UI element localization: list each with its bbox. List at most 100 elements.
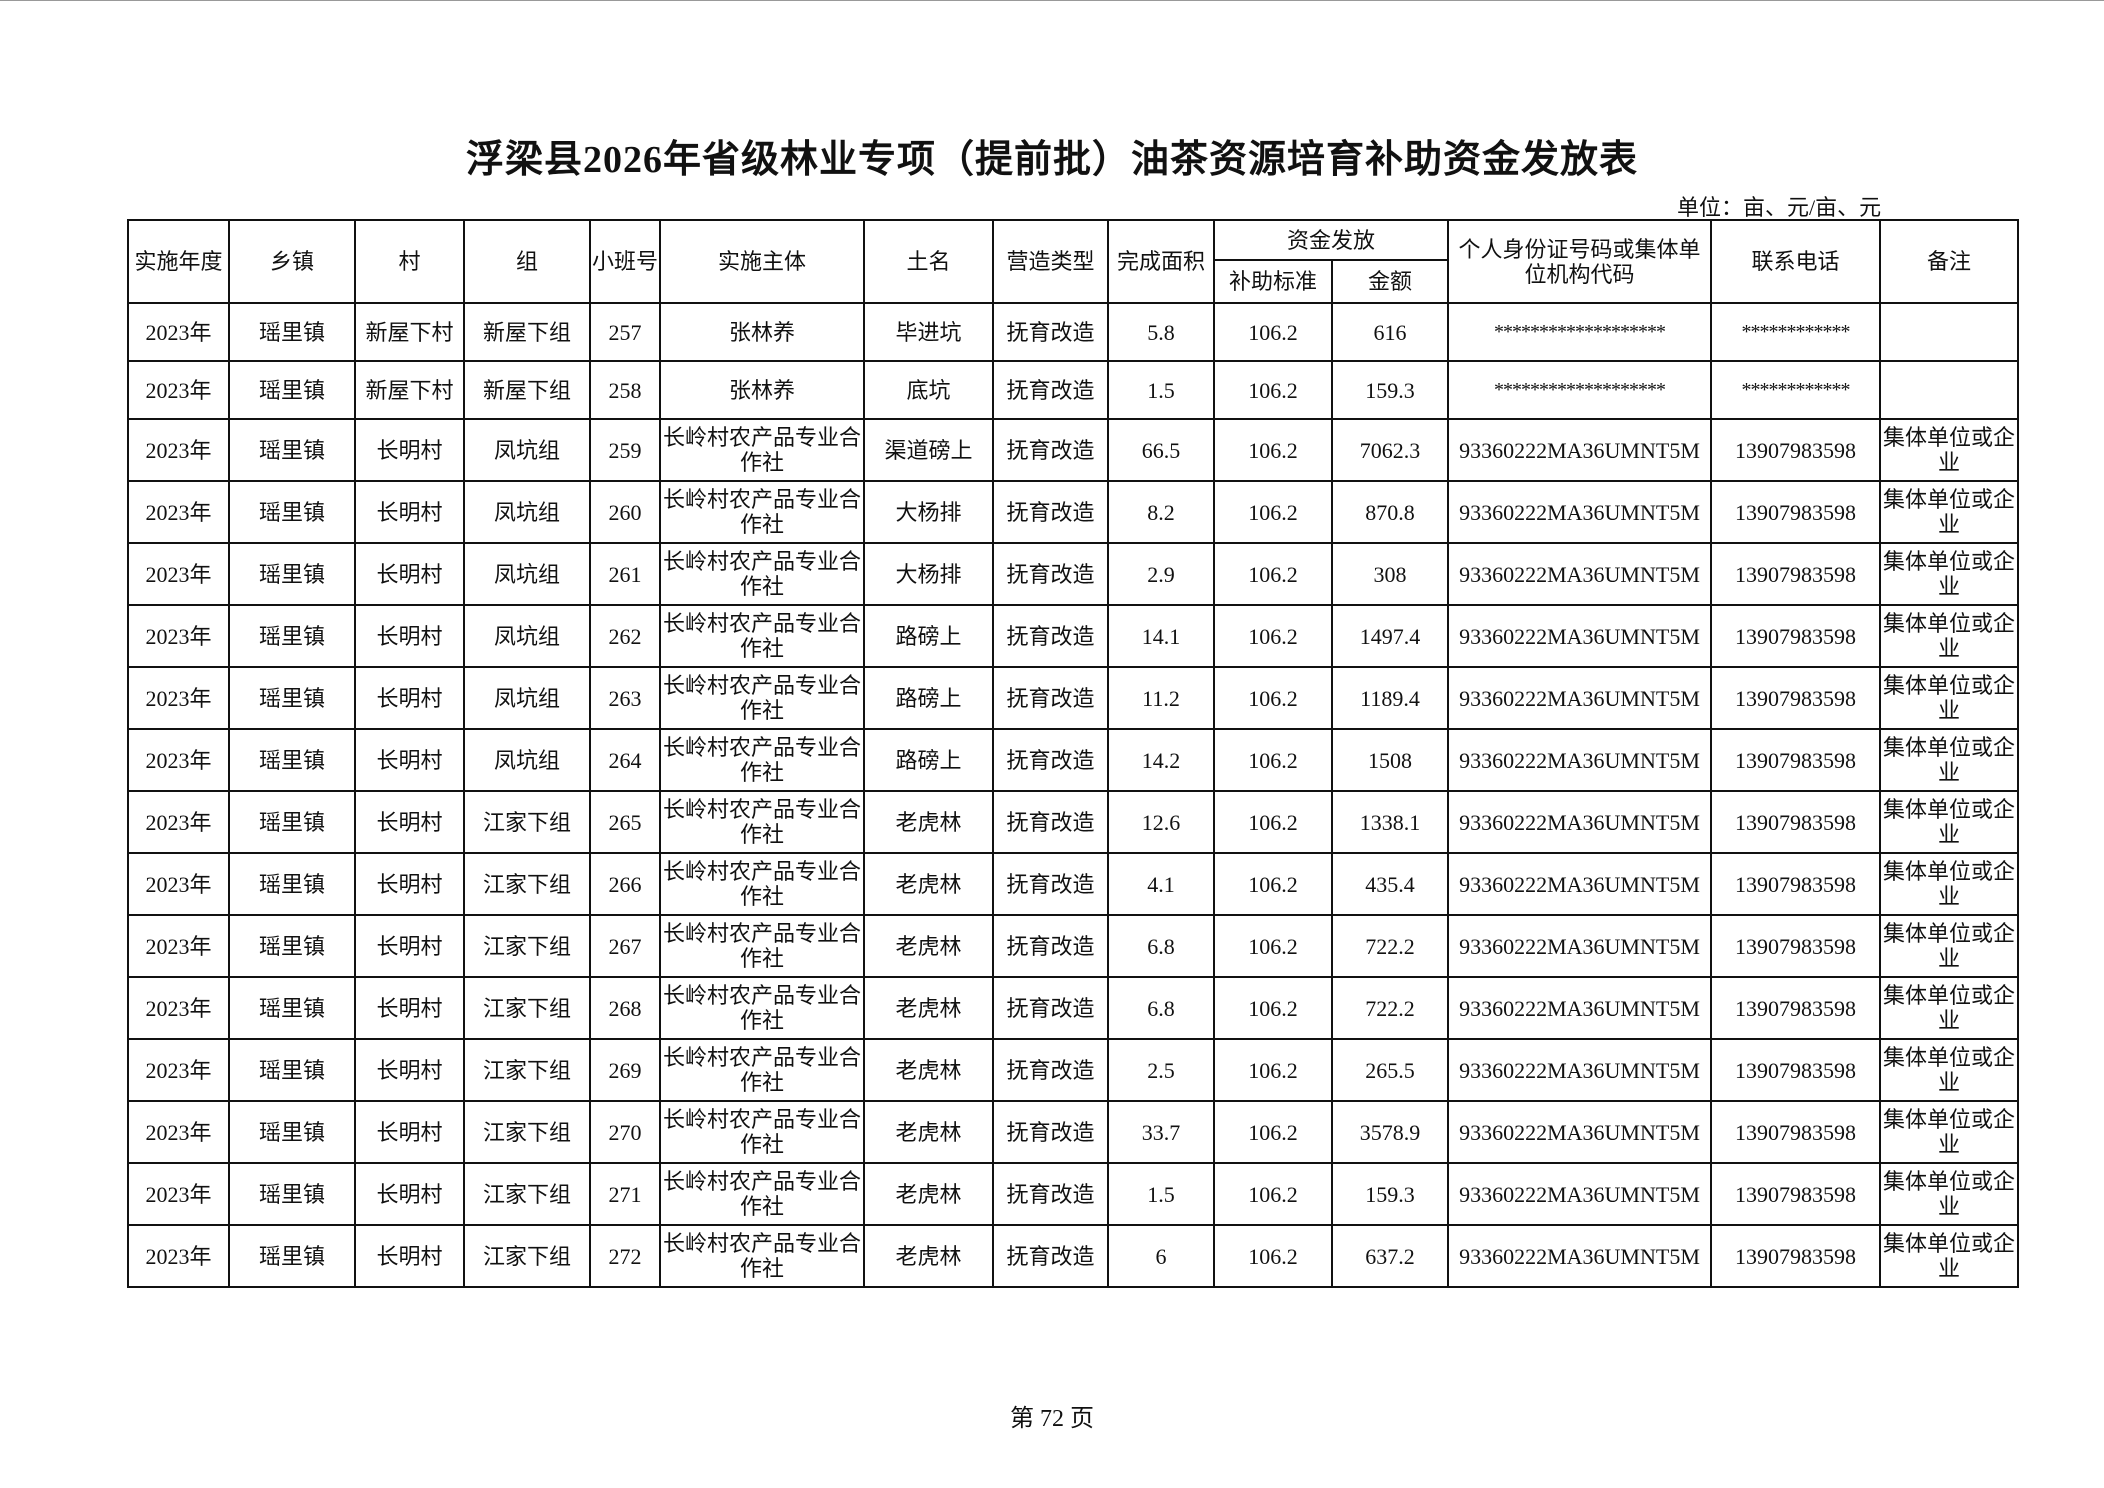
cell-amount: 722.2 [1331,976,1449,1040]
cell-plot: 260 [589,480,661,544]
table-row: 2023年 瑶里镇 长明村 江家下组 265 长岭村农产品专业合作社 老虎林 抚育改造 12.6… [127,790,2019,854]
cell-type: 抚育改造 [992,1224,1109,1288]
cell-type: 抚育改造 [992,976,1109,1040]
cell-village: 长明村 [354,914,465,978]
cell-group: 江家下组 [463,790,591,854]
cell-town: 瑶里镇 [228,1100,356,1164]
cell-town: 瑶里镇 [228,914,356,978]
cell-id: 93360222MA36UMNT5M [1447,1224,1712,1288]
cell-year: 2023年 [127,666,230,730]
cell-village: 长明村 [354,418,465,482]
cell-group: 凤坑组 [463,542,591,606]
header-area: 完成面积 [1107,219,1215,304]
cell-village: 长明村 [354,1224,465,1288]
cell-group: 江家下组 [463,976,591,1040]
cell-village: 长明村 [354,604,465,668]
cell-village: 长明村 [354,790,465,854]
cell-amount: 616 [1331,302,1449,362]
table-row: 2023年 瑶里镇 长明村 江家下组 269 长岭村农产品专业合作社 老虎林 抚育改造 2.5 1… [127,1038,2019,1102]
header-amount: 金额 [1331,259,1449,304]
cell-note: 集体单位或企业 [1879,790,2019,854]
header-standard: 补助标准 [1213,259,1333,304]
cell-id: 93360222MA36UMNT5M [1447,480,1712,544]
cell-area: 4.1 [1107,852,1215,916]
cell-village: 长明村 [354,666,465,730]
cell-id: ******************* [1447,360,1712,420]
cell-standard: 106.2 [1213,480,1333,544]
cell-town: 瑶里镇 [228,666,356,730]
cell-entity: 长岭村农产品专业合作社 [659,1038,865,1102]
cell-town: 瑶里镇 [228,604,356,668]
cell-entity: 长岭村农产品专业合作社 [659,604,865,668]
table-row: 2023年 瑶里镇 长明村 江家下组 270 长岭村农产品专业合作社 老虎林 抚育改造 33.7… [127,1100,2019,1164]
cell-entity: 长岭村农产品专业合作社 [659,852,865,916]
cell-year: 2023年 [127,1038,230,1102]
cell-amount: 1497.4 [1331,604,1449,668]
cell-note: 集体单位或企业 [1879,604,2019,668]
cell-note: 集体单位或企业 [1879,1038,2019,1102]
cell-note: 集体单位或企业 [1879,1100,2019,1164]
cell-year: 2023年 [127,542,230,606]
cell-village: 长明村 [354,728,465,792]
cell-place: 渠道磅上 [863,418,994,482]
cell-entity: 长岭村农产品专业合作社 [659,1100,865,1164]
cell-phone: 13907983598 [1710,418,1881,482]
cell-plot: 262 [589,604,661,668]
cell-year: 2023年 [127,1100,230,1164]
cell-type: 抚育改造 [992,666,1109,730]
page-border [0,0,2104,1]
cell-id: 93360222MA36UMNT5M [1447,418,1712,482]
page-number: 第 72 页 [1010,1406,1094,1432]
cell-place: 老虎林 [863,1038,994,1102]
cell-area: 6 [1107,1224,1215,1288]
cell-note [1879,302,2019,362]
table-row: 2023年 瑶里镇 长明村 凤坑组 260 长岭村农产品专业合作社 大杨排 抚育改造 8.2 10… [127,480,2019,544]
header-town: 乡镇 [228,219,356,304]
cell-phone: ************ [1710,302,1881,362]
cell-area: 5.8 [1107,302,1215,362]
cell-amount: 1189.4 [1331,666,1449,730]
cell-type: 抚育改造 [992,914,1109,978]
cell-plot: 257 [589,302,661,362]
cell-plot: 272 [589,1224,661,1288]
cell-standard: 106.2 [1213,790,1333,854]
cell-note: 集体单位或企业 [1879,418,2019,482]
header-entity: 实施主体 [659,219,865,304]
table-row: 2023年 瑶里镇 长明村 凤坑组 262 长岭村农产品专业合作社 路磅上 抚育改造 14.1 1… [127,604,2019,668]
cell-phone: 13907983598 [1710,976,1881,1040]
cell-phone: 13907983598 [1710,1100,1881,1164]
cell-entity: 长岭村农产品专业合作社 [659,666,865,730]
table-row: 2023年 瑶里镇 新屋下村 新屋下组 258 张林养 底坑 抚育改造 1.5 106.2 159.… [127,360,2019,420]
cell-area: 1.5 [1107,360,1215,420]
cell-place: 底坑 [863,360,994,420]
cell-year: 2023年 [127,418,230,482]
cell-town: 瑶里镇 [228,976,356,1040]
cell-group: 江家下组 [463,1224,591,1288]
cell-town: 瑶里镇 [228,852,356,916]
cell-area: 33.7 [1107,1100,1215,1164]
cell-type: 抚育改造 [992,852,1109,916]
cell-place: 老虎林 [863,976,994,1040]
cell-entity: 长岭村农产品专业合作社 [659,976,865,1040]
cell-type: 抚育改造 [992,542,1109,606]
cell-phone: 13907983598 [1710,728,1881,792]
cell-phone: 13907983598 [1710,914,1881,978]
cell-note [1879,360,2019,420]
cell-amount: 308 [1331,542,1449,606]
header-place: 土名 [863,219,994,304]
header-type: 营造类型 [992,219,1109,304]
cell-year: 2023年 [127,1162,230,1226]
cell-plot: 265 [589,790,661,854]
cell-note: 集体单位或企业 [1879,976,2019,1040]
cell-entity: 张林养 [659,360,865,420]
cell-year: 2023年 [127,604,230,668]
cell-entity: 长岭村农产品专业合作社 [659,418,865,482]
cell-amount: 159.3 [1331,1162,1449,1226]
cell-standard: 106.2 [1213,542,1333,606]
cell-village: 长明村 [354,542,465,606]
cell-area: 14.1 [1107,604,1215,668]
cell-type: 抚育改造 [992,480,1109,544]
cell-phone: 13907983598 [1710,480,1881,544]
cell-phone: 13907983598 [1710,666,1881,730]
cell-phone: 13907983598 [1710,852,1881,916]
